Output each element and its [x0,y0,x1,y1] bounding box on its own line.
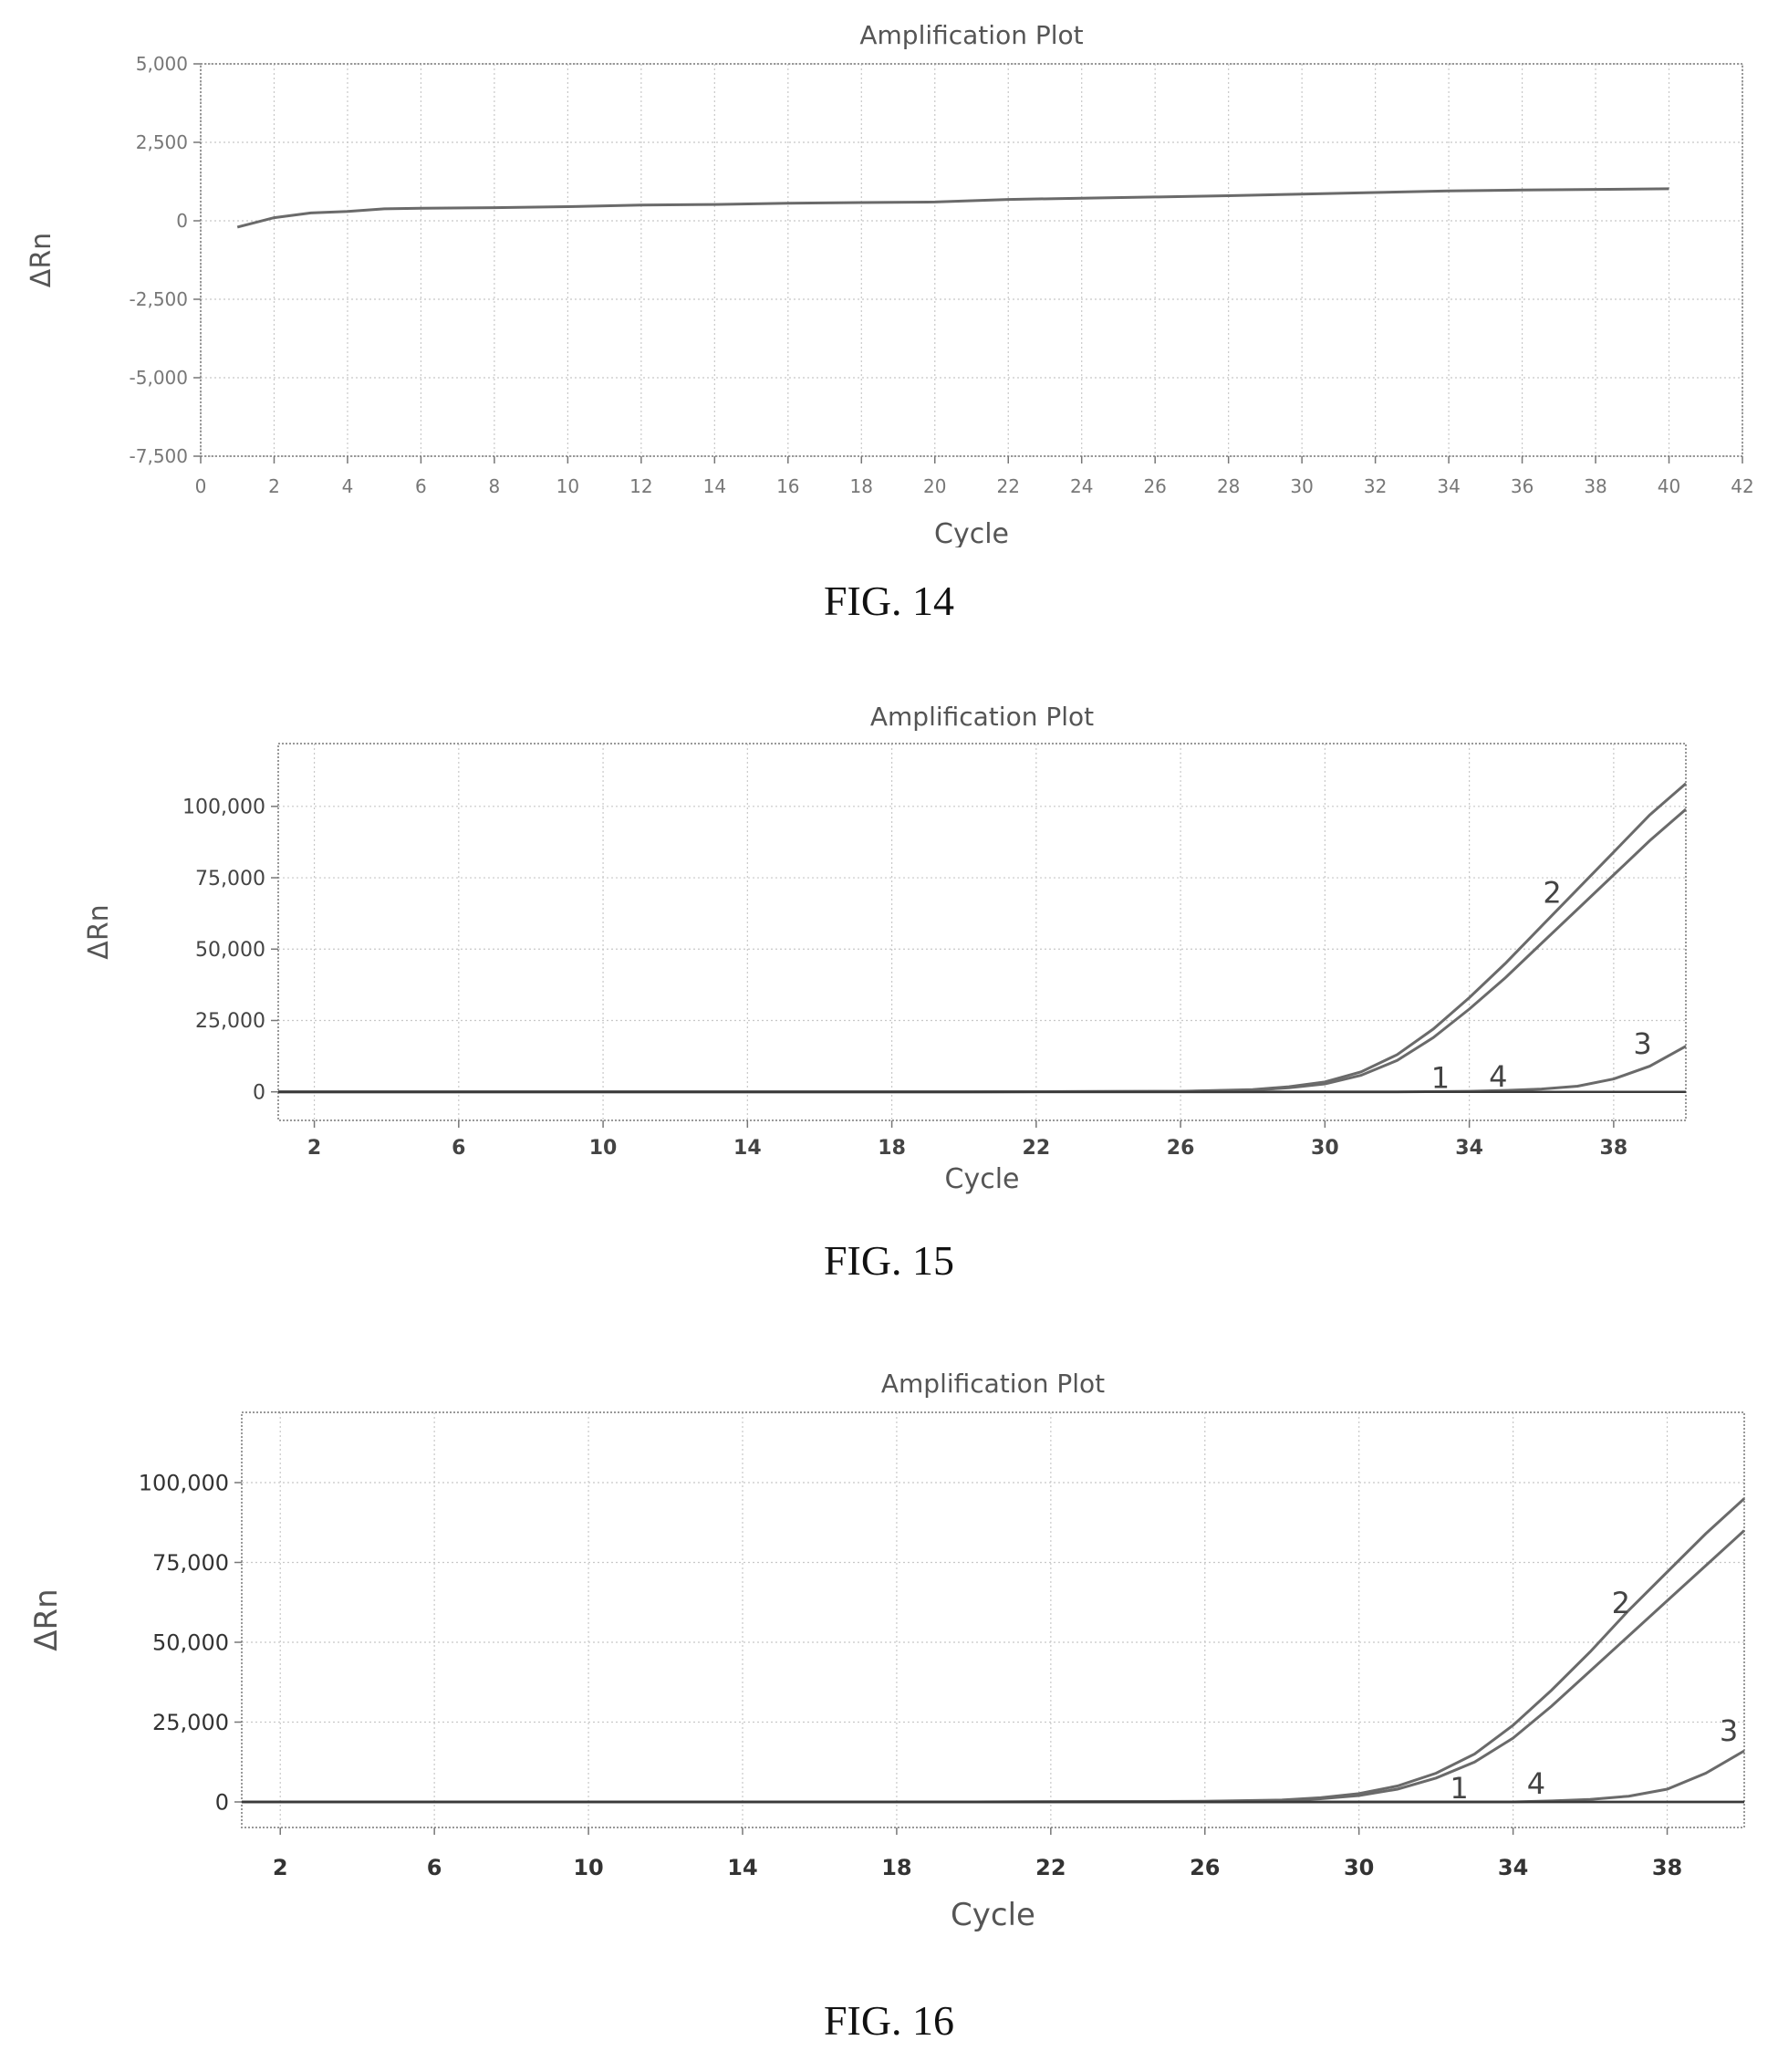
x-tick-label: 14 [733,1137,762,1160]
y-tick-label: 25,000 [195,1010,265,1033]
x-tick-label: 14 [727,1855,757,1880]
x-tick-label: 28 [1217,475,1240,497]
y-axis-label: ΔRn [26,233,57,287]
x-tick-label: 42 [1731,475,1753,497]
grid [242,1412,1744,1827]
y-tick-label: 25,000 [152,1710,229,1735]
y-tick-label: 2,500 [136,131,188,153]
curve-label-4: 4 [1489,1059,1507,1094]
x-tick-label: 18 [850,475,873,497]
x-tick-label: 22 [1035,1855,1066,1880]
x-tick-label: 20 [923,475,946,497]
x-tick-label: 14 [703,475,726,497]
y-axis-label: ΔRn [28,1588,65,1650]
x-tick-label: 34 [1437,475,1460,497]
x-tick-label: 38 [1652,1855,1682,1880]
series-line-1 [278,782,1687,1094]
x-tick-label: 4 [342,475,354,497]
y-tick-label: 50,000 [152,1629,229,1655]
series-line-1 [242,1497,1746,1804]
x-tick-label: 22 [1023,1137,1051,1160]
x-axis-label: Cycle [951,1897,1035,1933]
x-tick-label: 18 [881,1855,911,1880]
caption-fig14: FIG. 14 [823,578,955,624]
y-tick-label: 0 [176,210,188,232]
figure-16: 2 6 10 14 18 22 26 30 34 38 100,000 75,000 50,000 25,… [0,1348,1778,1969]
series-line-3 [242,1749,1745,1804]
y-tick-label: 50,000 [195,939,265,962]
y-tick-label: -5,000 [130,367,188,389]
series-line-1 [236,187,1669,229]
y-tick-label: 75,000 [195,868,265,890]
x-tick-label: 18 [878,1137,906,1160]
chart-fig14: 0 2 4 6 8 10 12 14 16 18 20 22 24 26 28 30 32 34 36 38 40 425… [26,20,1754,547]
y-tick-label: -7,500 [130,445,188,467]
x-tick-label: 8 [489,475,501,497]
x-tick-label: 10 [573,1855,603,1880]
y-tick-label: 0 [215,1789,229,1815]
x-tick-label: 38 [1600,1137,1628,1160]
x-tick-label: 32 [1364,475,1387,497]
x-tick-label: 26 [1143,475,1166,497]
x-tick-label: 6 [427,1855,442,1880]
x-tick-label: 40 [1658,475,1680,497]
x-tick-label: 38 [1584,475,1606,497]
x-tick-label: 36 [1511,475,1534,497]
caption-fig15: FIG. 15 [823,1237,955,1284]
y-tick-label: 0 [253,1081,265,1104]
x-tick-label: 12 [629,475,652,497]
caption-fig16: FIG. 16 [823,1997,955,2044]
figure-15: 2 6 10 14 18 22 26 30 34 38 100,000 75,000 50,000 25,… [0,684,1778,1204]
y-tick-label: 5,000 [136,53,188,75]
x-tick-label: 30 [1290,475,1313,497]
x-tick-label: 16 [776,475,799,497]
y-axis-label: ΔRn [83,904,115,959]
curve-label-2: 2 [1543,875,1561,910]
x-tick-label: 26 [1190,1855,1220,1880]
figure-14: 0 2 4 6 8 10 12 14 16 18 20 22 24 26 28 30 32 34 36 38 40 42 5… [0,0,1778,547]
grid [200,63,1743,457]
chart-fig16: 2 6 10 14 18 22 26 30 34 38100,00075,00050,00025,… [28,1369,1746,1933]
x-tick-label: 2 [273,1855,288,1880]
x-tick-label: 26 [1167,1137,1195,1160]
x-tick-label: 10 [589,1137,618,1160]
series-line-2 [242,1529,1746,1804]
x-tick-label: 2 [307,1137,321,1160]
plot-frame [277,743,1687,1121]
x-tick-label: 10 [556,475,579,497]
chart-title: Amplification Plot [859,20,1083,50]
x-tick-label: 24 [1070,475,1093,497]
y-tick-label: -2,500 [130,288,188,310]
y-tick-label: 100,000 [139,1470,229,1495]
series-line-3 [278,1045,1687,1094]
plot-frame [241,1411,1745,1828]
x-tick-label: 22 [997,475,1020,497]
x-tick-label: 6 [415,475,427,497]
x-tick-label: 30 [1311,1137,1339,1160]
x-tick-label: 6 [452,1137,465,1160]
x-tick-label: 30 [1344,1855,1374,1880]
curve-label-2: 2 [1612,1586,1630,1620]
curve-label-1: 1 [1450,1771,1468,1806]
chart-title: Amplification Plot [870,702,1094,732]
curve-label-3: 3 [1633,1026,1651,1061]
grid [278,744,1686,1120]
plot-frame [200,63,1743,457]
y-tick-label: 100,000 [182,797,265,819]
x-axis-label: Cycle [945,1163,1020,1195]
chart-fig15: 2 6 10 14 18 22 26 30 34 38100,00075,00050,00025,… [83,702,1687,1195]
curve-label-3: 3 [1720,1713,1738,1748]
curve-label-1: 1 [1431,1061,1450,1096]
x-axis-label: Cycle [934,518,1009,547]
chart-title: Amplification Plot [881,1369,1105,1399]
x-tick-label: 34 [1455,1137,1483,1160]
x-tick-label: 34 [1498,1855,1528,1880]
y-tick-label: 75,000 [152,1550,229,1576]
x-tick-label: 0 [195,475,207,497]
x-tick-label: 2 [268,475,280,497]
curve-label-4: 4 [1527,1766,1545,1801]
series-line-2 [278,807,1687,1094]
